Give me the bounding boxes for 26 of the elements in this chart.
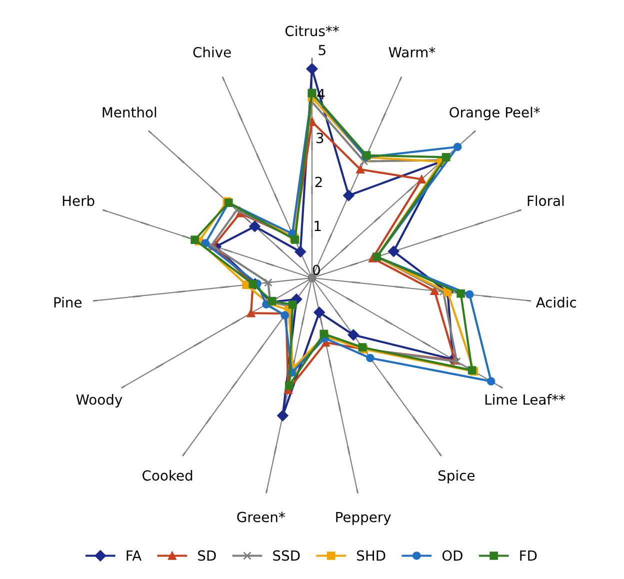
spoke-label: Peppery xyxy=(336,512,391,525)
spoke-label: Lime Leaf** xyxy=(485,394,566,405)
spoke-label: Citrus** xyxy=(285,25,339,36)
spoke-label: Orange Peel* xyxy=(450,106,540,120)
spoke-label: Herb xyxy=(62,195,94,206)
legend-label: SD xyxy=(198,550,216,561)
legend-label: FA xyxy=(126,550,142,561)
legend-label: OD xyxy=(442,550,462,561)
spoke-label: Acidic xyxy=(536,296,576,308)
legend-label: SHD xyxy=(357,550,386,561)
y-tick-label: 3 xyxy=(316,132,324,144)
spoke-label: Cooked xyxy=(142,470,192,481)
spoke-label: Floral xyxy=(528,195,564,206)
spoke-label: Pine xyxy=(54,296,82,308)
y-tick-label: 5 xyxy=(318,44,326,56)
legend-label: FD xyxy=(520,550,537,561)
y-tick-label: 2 xyxy=(315,176,322,188)
spoke-label: Woody xyxy=(76,394,122,408)
spoke-label: Green* xyxy=(237,512,285,522)
spoke-label: Menthol xyxy=(102,106,156,118)
spoke-label: Warm* xyxy=(388,46,436,58)
y-tick-label: 0 xyxy=(312,264,320,276)
spoke-label: Spice xyxy=(438,470,475,484)
spoke-label: Chive xyxy=(193,46,231,58)
y-tick-label: 1 xyxy=(314,220,321,232)
legend-label: SSD xyxy=(273,550,300,561)
